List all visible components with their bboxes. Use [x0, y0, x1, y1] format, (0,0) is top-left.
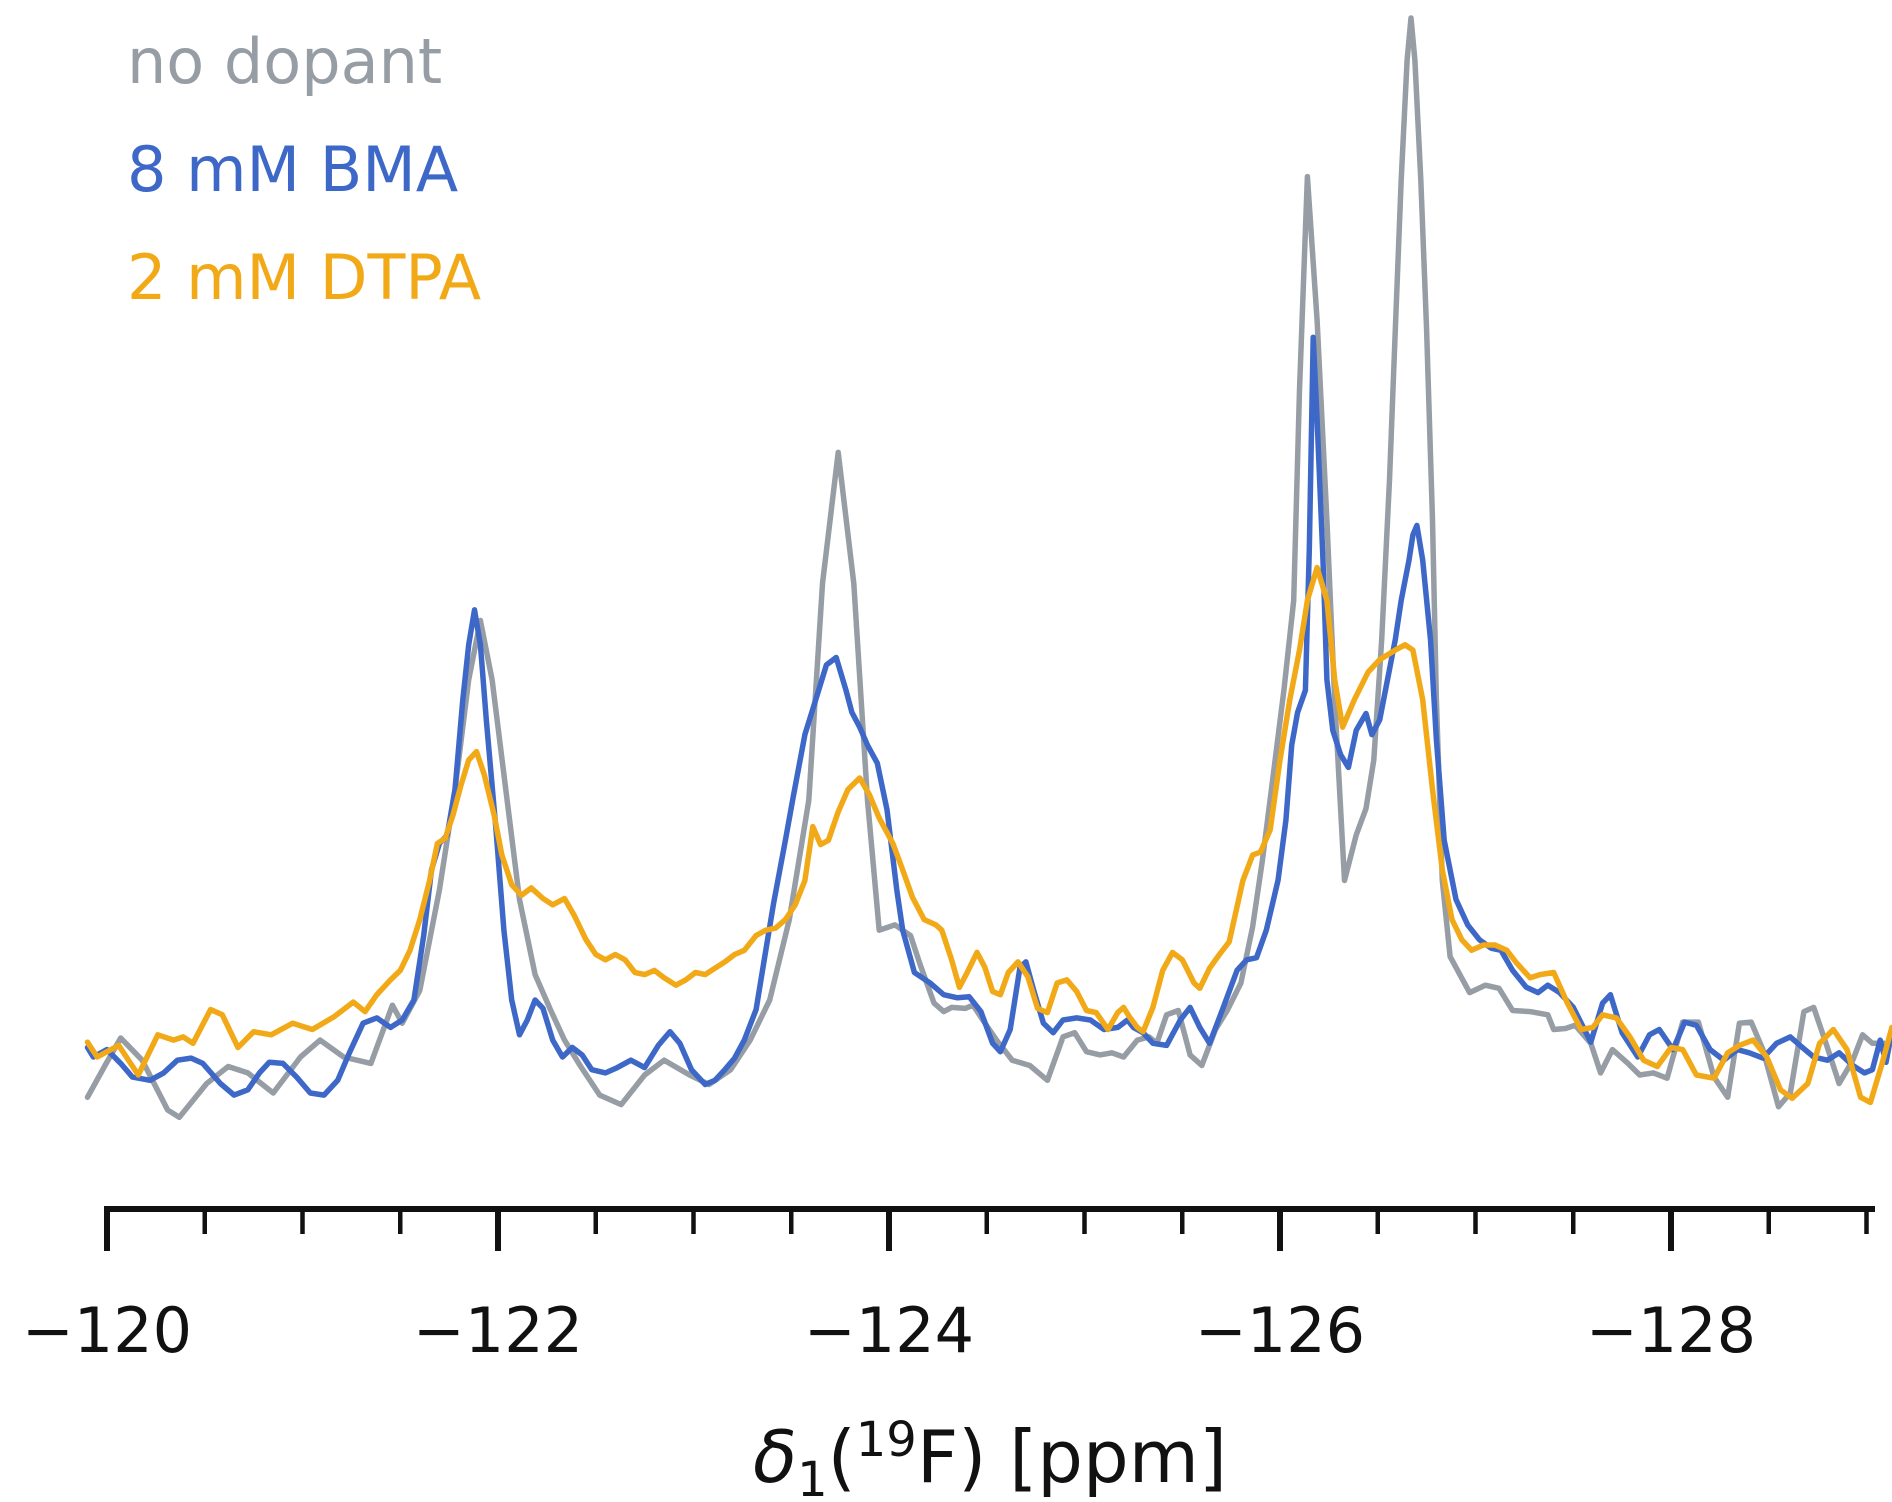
x-axis-title-paren: ( [828, 1415, 856, 1499]
x-axis-title-unit: F) [ppm] [917, 1415, 1227, 1499]
x-axis-title-delta: δ [753, 1415, 797, 1499]
x-tick-label: −128 [1586, 1294, 1756, 1367]
x-axis-title-superscript: 19 [856, 1412, 917, 1468]
x-axis-title-subscript: 1 [797, 1452, 828, 1502]
legend-item-no-dopant: no dopant [127, 25, 442, 98]
legend-item-dtpa: 2 mM DTPA [127, 241, 481, 314]
x-axis [104, 1206, 1875, 1251]
legend-item-bma: 8 mM BMA [127, 133, 458, 206]
x-tick-label: −124 [804, 1294, 974, 1367]
x-axis-title: δ1(19F) [ppm] [753, 1412, 1227, 1502]
legend: no dopant 8 mM BMA 2 mM DTPA [127, 25, 481, 314]
spectra-series-group [84, 15, 1892, 1121]
x-tick-labels: −120 −122 −124 −126 −128 [22, 1294, 1756, 1367]
x-tick-label: −120 [22, 1294, 192, 1367]
spectrum-line-no-dopant [84, 15, 1887, 1121]
spectrum-line-dtpa [84, 564, 1892, 1106]
x-tick-label: −122 [413, 1294, 583, 1367]
x-tick-label: −126 [1195, 1294, 1365, 1367]
